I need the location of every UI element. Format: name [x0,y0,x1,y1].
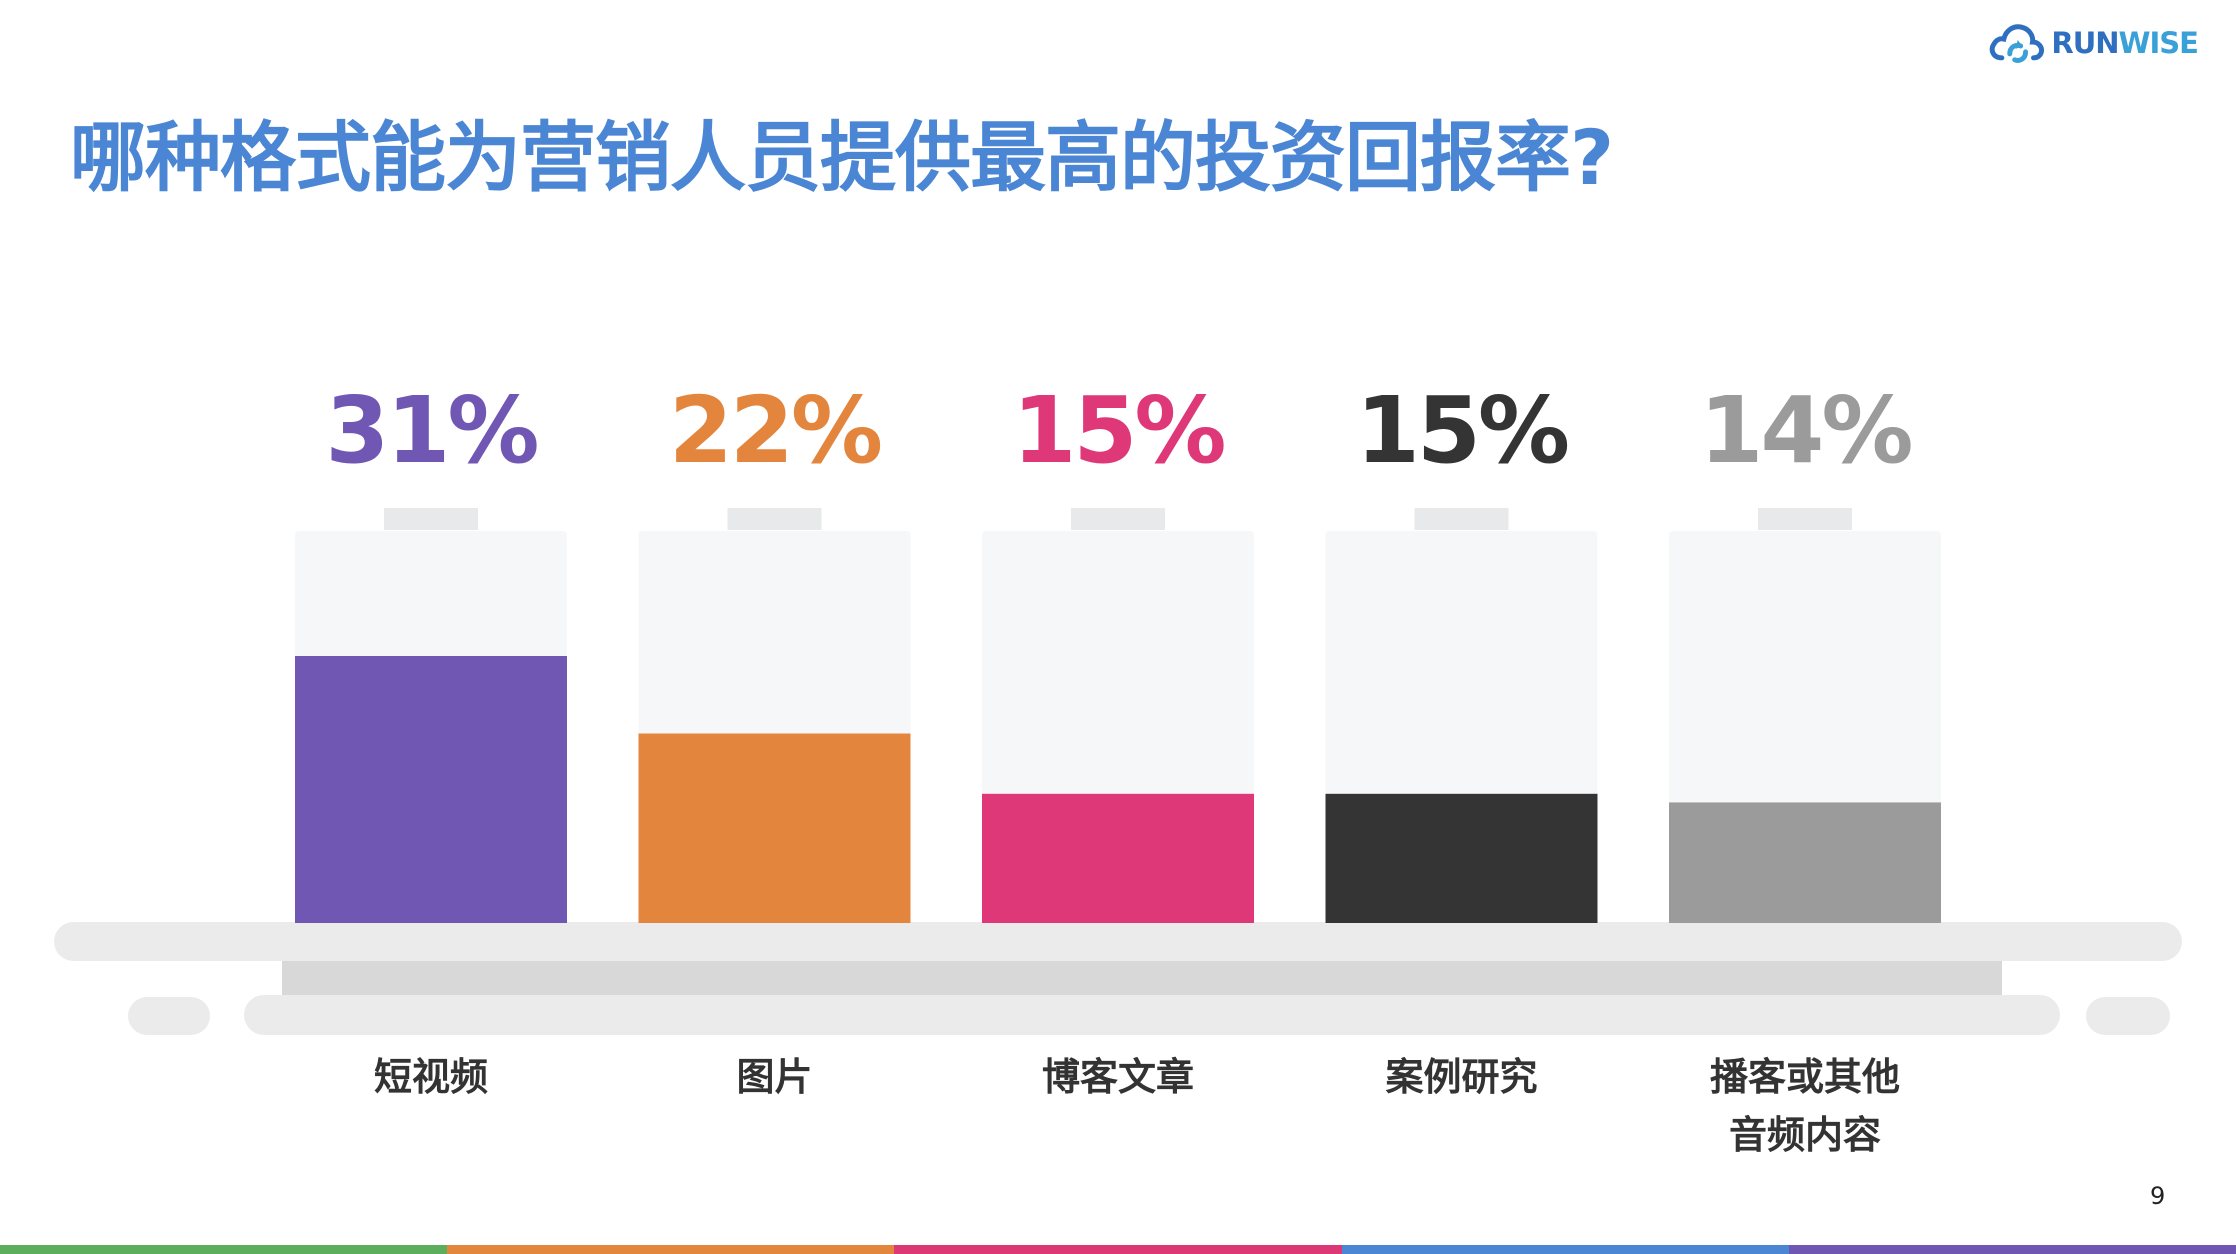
cloud-refresh-icon [1989,24,2045,63]
logo-text: RUNWISE [2051,26,2199,60]
category-label: 图片 [736,1055,812,1099]
bar-1 [295,656,567,923]
category-label: 案例研究 [1385,1055,1537,1099]
value-label: 15% [1012,377,1224,484]
slide-title: 哪种格式能为营销人员提供最高的投资回报率? [70,113,1614,202]
strip-segment [447,1245,895,1254]
platform-middle [282,961,2002,995]
bar-4 [1325,793,1598,923]
platform-top [54,922,2182,961]
battery-cap [1758,508,1852,530]
category-label: 播客或其他 [1710,1055,1900,1099]
category-label: 博客文章 [1042,1055,1194,1099]
platform-left-dot [128,997,210,1035]
value-label: 15% [1356,377,1568,484]
value-label: 22% [669,377,881,484]
strip-segment [1788,1245,2236,1254]
strip-segment [0,1245,448,1254]
bar-2 [638,733,911,923]
value-label: 31% [325,377,537,484]
bar-3 [982,793,1254,923]
strip-segment [1341,1245,1789,1254]
battery-cap [1071,508,1165,530]
battery-cap [1414,508,1509,530]
battery-cap [384,508,478,530]
logo-text-wise: WISE [2118,26,2199,60]
bar-5 [1669,802,1941,923]
platform-bottom [244,995,2060,1035]
platform-right-dot [2086,997,2170,1035]
strip-segment [894,1245,1342,1254]
category-label-line2: 音频内容 [1729,1113,1881,1157]
category-label: 短视频 [374,1055,488,1099]
bottom-color-strip [0,1245,2236,1254]
value-label: 14% [1699,377,1911,484]
runwise-logo: RUNWISE [1988,16,2199,70]
logo-text-run: RUN [2051,26,2119,60]
battery-cap [727,508,822,530]
page-number: 9 [2150,1182,2166,1210]
